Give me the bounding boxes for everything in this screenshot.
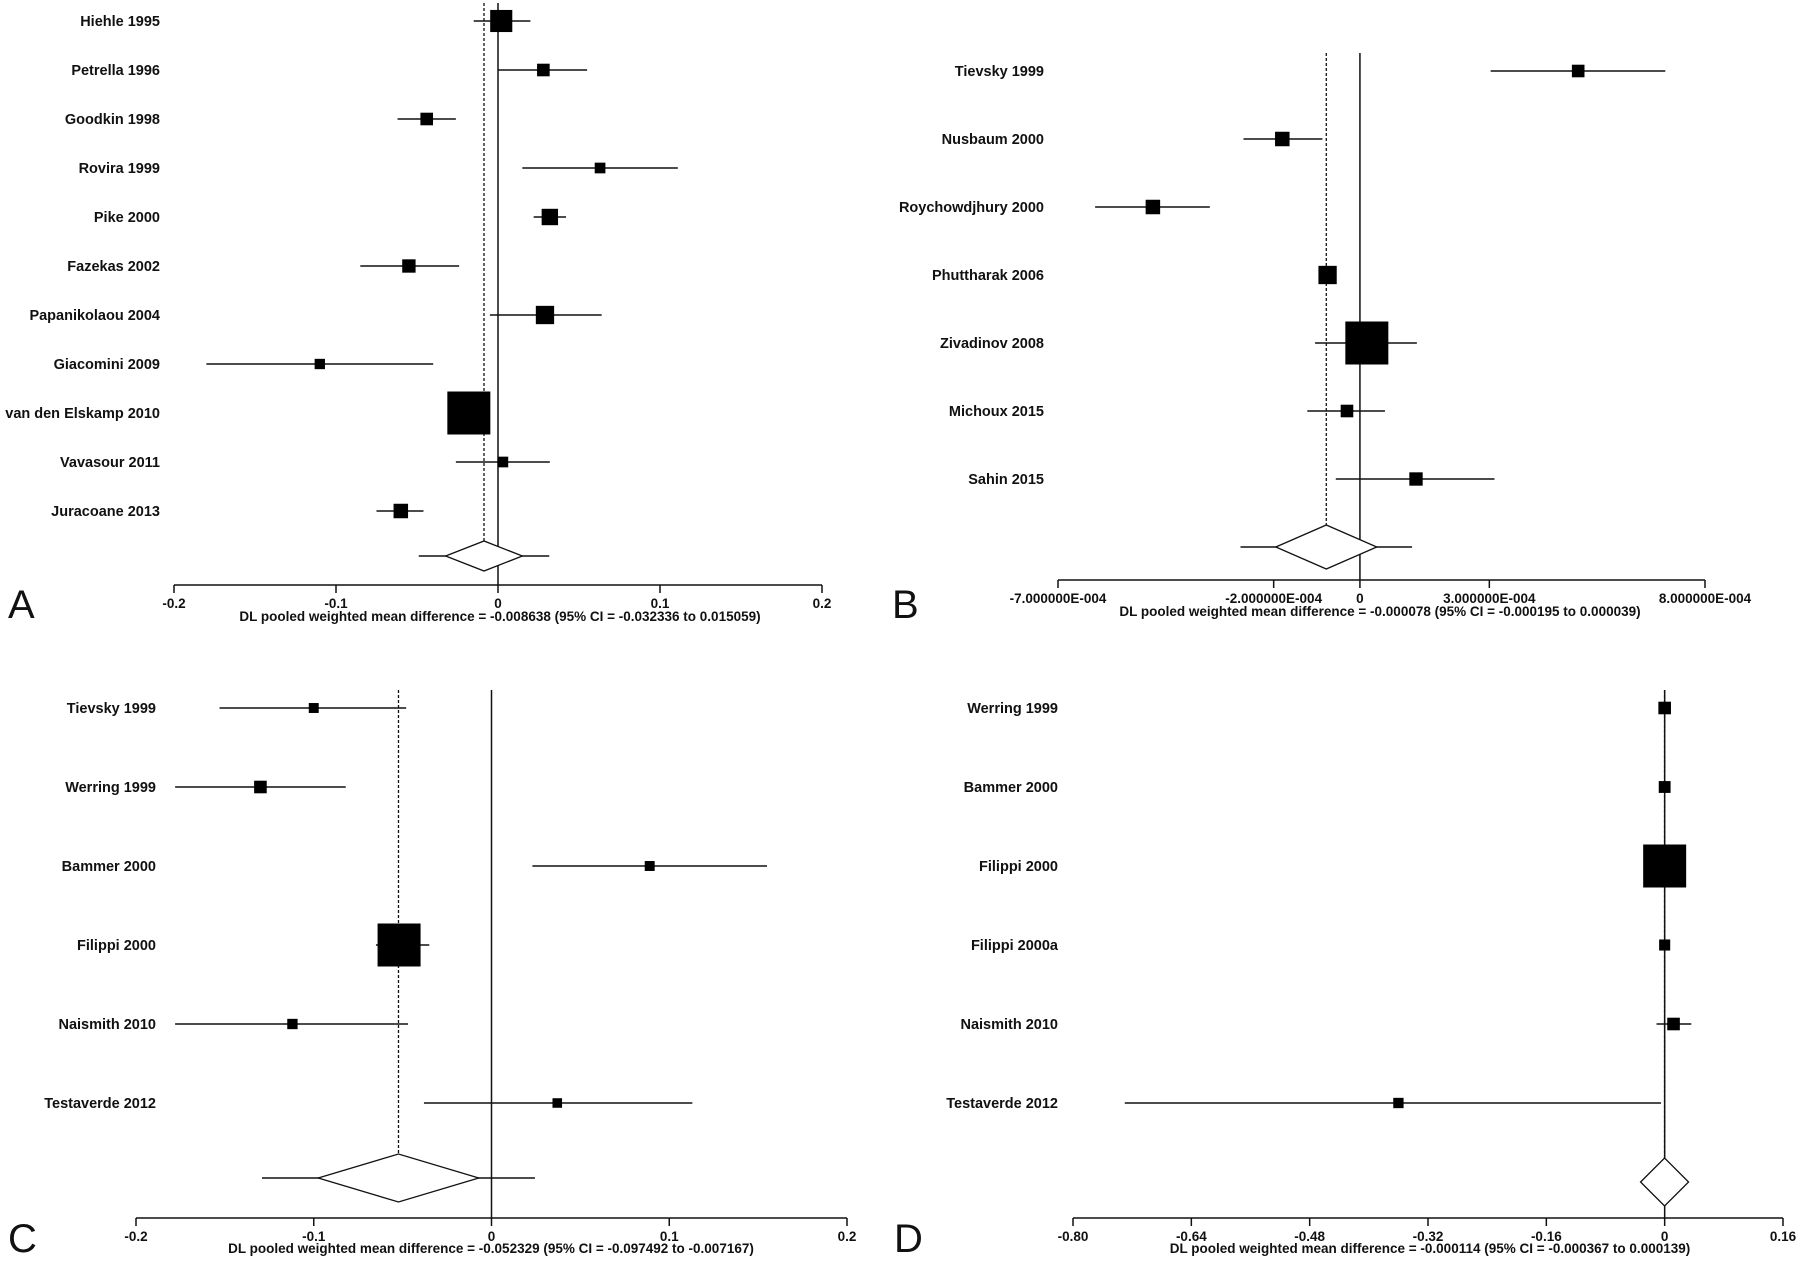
study-label: van den Elskamp 2010 <box>5 406 160 422</box>
study-label: Fazekas 2002 <box>67 259 160 275</box>
study-label: Bammer 2000 <box>62 859 156 875</box>
x-tick-label: 0.1 <box>651 596 670 611</box>
pooled-caption: DL pooled weighted mean difference = -0.… <box>1119 604 1640 619</box>
study-weight-square <box>644 861 655 871</box>
x-tick-label: 0.16 <box>1770 1229 1797 1244</box>
study-label: Phuttharak 2006 <box>932 268 1044 284</box>
study-weight-square <box>594 162 606 174</box>
panel-label: A <box>8 583 35 627</box>
study-weight-square <box>1318 265 1337 285</box>
x-tick-label: -0.2 <box>124 1229 147 1244</box>
study-weight-square <box>402 259 416 273</box>
x-tick-label: -0.16 <box>1531 1229 1562 1244</box>
study-weight-square <box>1393 1097 1404 1109</box>
study-weight-square <box>314 358 325 370</box>
study-label: Naismith 2010 <box>58 1017 156 1033</box>
x-tick-label: 0 <box>488 1229 496 1244</box>
x-tick-label: 0 <box>1356 591 1364 606</box>
study-label: Tievsky 1999 <box>955 64 1044 80</box>
forest-panel-b: -7.000000E-004 -2.000000E-004 0 3.000000E-0… <box>892 53 1752 627</box>
study-label: Giacomini 2009 <box>54 357 160 373</box>
x-tick-label: 0 <box>494 596 502 611</box>
study-weight-square <box>1145 199 1161 215</box>
study-label: Pike 2000 <box>94 210 160 226</box>
forest-panel-d: -0.80 -0.64 -0.48 -0.32 -0.16 0 0.16 Werring 19… <box>894 690 1797 1261</box>
study-label: Roychowdjhury 2000 <box>899 200 1044 216</box>
study-label: Hiehle 1995 <box>80 14 160 30</box>
study-label: Petrella 1996 <box>71 63 160 79</box>
study-weight-square <box>1658 701 1671 715</box>
study-weight-square <box>1409 472 1423 486</box>
study-weight-square <box>1275 131 1290 147</box>
study-label: Testaverde 2012 <box>946 1096 1058 1112</box>
study-label: Papanikolaou 2004 <box>29 308 160 324</box>
forest-panel-c: -0.2 -0.1 0 0.1 0.2 Tievsky 1999 Werring 1999 B… <box>8 690 856 1261</box>
x-tick-label: 0.1 <box>660 1229 679 1244</box>
study-weight-square <box>535 305 555 325</box>
study-label: Tievsky 1999 <box>67 701 156 717</box>
study-label: Werring 1999 <box>65 780 156 796</box>
study-weight-square <box>1658 781 1671 793</box>
study-weight-square <box>393 503 409 519</box>
study-label: Bammer 2000 <box>964 780 1058 796</box>
x-tick-label: 0 <box>1661 1229 1669 1244</box>
x-tick-label: -0.48 <box>1294 1229 1325 1244</box>
study-label: Filippi 2000 <box>979 859 1058 875</box>
pooled-diamond <box>1639 1157 1690 1207</box>
study-weight-square <box>497 456 509 468</box>
panel-label: C <box>8 1217 37 1261</box>
pooled-caption: DL pooled weighted mean difference = -0.… <box>1170 1241 1690 1256</box>
study-label: Filippi 2000 <box>77 938 156 954</box>
study-label: Filippi 2000a <box>971 938 1059 954</box>
x-tick-label: 8.000000E-004 <box>1659 591 1752 606</box>
study-label: Rovira 1999 <box>79 161 160 177</box>
study-label: Vavasour 2011 <box>60 455 160 471</box>
pooled-diamond <box>315 1153 482 1203</box>
pooled-caption: DL pooled weighted mean difference = -0.… <box>228 1241 754 1256</box>
study-weight-square <box>552 1098 563 1108</box>
x-tick-label: -2.000000E-004 <box>1225 591 1322 606</box>
study-weight-square <box>308 703 319 713</box>
study-weight-square <box>490 9 513 33</box>
study-label: Nusbaum 2000 <box>942 132 1044 148</box>
pooled-diamond <box>1274 524 1379 570</box>
study-weight-square <box>1571 64 1585 78</box>
study-label: Testaverde 2012 <box>44 1096 156 1112</box>
study-weight-square <box>1340 404 1354 418</box>
study-weight-square <box>447 391 491 435</box>
study-label: Naismith 2010 <box>960 1017 1058 1033</box>
study-label: Michoux 2015 <box>949 404 1044 420</box>
study-weight-square <box>254 780 267 794</box>
x-tick-label: -0.1 <box>324 596 348 611</box>
x-tick-label: 0.2 <box>838 1229 857 1244</box>
x-tick-label: -0.80 <box>1058 1229 1089 1244</box>
x-tick-label: -0.64 <box>1176 1229 1207 1244</box>
study-weight-square <box>541 208 559 226</box>
study-label: Werring 1999 <box>967 701 1058 717</box>
study-weight-square <box>420 112 434 126</box>
study-weight-square <box>1345 321 1389 365</box>
study-label: Zivadinov 2008 <box>940 336 1044 352</box>
x-tick-label: 0.2 <box>813 596 832 611</box>
study-weight-square <box>537 63 550 77</box>
study-weight-square <box>1659 939 1671 951</box>
study-weight-square <box>1643 844 1687 888</box>
x-tick-label: -0.2 <box>162 596 185 611</box>
study-label: Juracoane 2013 <box>51 504 160 520</box>
study-weight-square <box>377 923 421 967</box>
x-tick-label: -0.1 <box>302 1229 326 1244</box>
forest-panel-a: -0.2 -0.1 0 0.1 0.2 Hiehle 1995 Petrella 1996 G… <box>5 3 831 627</box>
x-tick-label: -0.32 <box>1413 1229 1444 1244</box>
x-tick-label: 3.000000E-004 <box>1443 591 1536 606</box>
panel-label: B <box>892 583 919 627</box>
study-label: Goodkin 1998 <box>65 112 160 128</box>
panel-label: D <box>894 1217 923 1261</box>
pooled-caption: DL pooled weighted mean difference = -0.… <box>239 609 760 624</box>
study-weight-square <box>1667 1017 1680 1031</box>
study-weight-square <box>287 1018 298 1030</box>
x-tick-label: -7.000000E-004 <box>1010 591 1107 606</box>
pooled-diamond <box>443 540 525 572</box>
study-label: Sahin 2015 <box>968 472 1044 488</box>
